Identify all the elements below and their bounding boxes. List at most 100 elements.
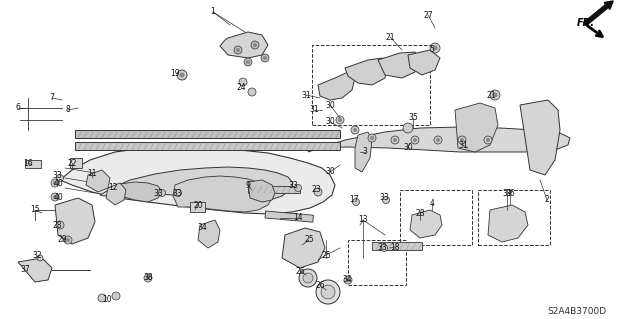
Polygon shape [100, 167, 293, 202]
Text: 17: 17 [349, 196, 359, 204]
Text: 26: 26 [295, 266, 305, 276]
Circle shape [368, 134, 376, 142]
Text: 10: 10 [102, 294, 112, 303]
Text: 25: 25 [321, 250, 331, 259]
Polygon shape [378, 52, 420, 78]
Bar [190, 202, 205, 212]
Circle shape [346, 278, 350, 282]
Text: 21: 21 [486, 91, 496, 100]
Text: 5: 5 [429, 46, 435, 55]
Text: 31: 31 [301, 91, 311, 100]
Text: 33: 33 [288, 181, 298, 189]
Text: 18: 18 [390, 242, 400, 251]
Circle shape [56, 221, 64, 229]
Text: 31: 31 [309, 106, 319, 115]
Circle shape [248, 88, 256, 96]
Text: 3: 3 [363, 147, 367, 157]
Text: 1: 1 [211, 8, 216, 17]
Circle shape [146, 276, 150, 280]
Circle shape [179, 72, 184, 78]
Text: 36: 36 [505, 189, 515, 197]
Circle shape [53, 195, 57, 199]
Circle shape [383, 197, 390, 204]
Text: 33: 33 [52, 170, 62, 180]
Polygon shape [60, 148, 335, 214]
Circle shape [486, 138, 490, 142]
Circle shape [244, 58, 252, 66]
Bar [75, 130, 340, 138]
Circle shape [316, 280, 340, 304]
Circle shape [493, 93, 497, 98]
Circle shape [51, 193, 59, 201]
Circle shape [303, 273, 313, 283]
Polygon shape [355, 132, 372, 172]
Polygon shape [410, 210, 442, 238]
Text: 38: 38 [143, 273, 153, 283]
Circle shape [144, 274, 152, 282]
Circle shape [460, 138, 464, 142]
Bar [265, 211, 314, 222]
Text: 33: 33 [172, 189, 182, 197]
Circle shape [353, 128, 357, 132]
FancyArrow shape [584, 1, 613, 26]
Polygon shape [520, 100, 560, 175]
Text: 11: 11 [87, 168, 97, 177]
Circle shape [403, 123, 413, 133]
Text: 29: 29 [57, 235, 67, 244]
Circle shape [98, 294, 106, 302]
Polygon shape [345, 58, 388, 85]
Polygon shape [108, 182, 162, 202]
Circle shape [234, 46, 242, 54]
Text: 40: 40 [53, 194, 63, 203]
Circle shape [433, 46, 438, 50]
Circle shape [370, 136, 374, 140]
Circle shape [294, 184, 301, 191]
Circle shape [251, 41, 259, 49]
Text: 21: 21 [385, 33, 395, 41]
Text: 28: 28 [415, 209, 425, 218]
Polygon shape [198, 220, 220, 248]
Text: 32: 32 [32, 250, 42, 259]
Circle shape [458, 136, 466, 144]
Circle shape [159, 189, 166, 197]
Text: 30: 30 [325, 100, 335, 109]
Text: 22: 22 [67, 159, 77, 167]
Circle shape [484, 136, 492, 144]
Polygon shape [318, 72, 355, 100]
Polygon shape [220, 32, 268, 58]
Circle shape [56, 174, 63, 182]
Circle shape [434, 136, 442, 144]
Polygon shape [308, 127, 570, 152]
Text: 33: 33 [379, 194, 389, 203]
Circle shape [53, 181, 57, 185]
Circle shape [51, 179, 59, 187]
Bar [478, 190, 550, 245]
Text: 33: 33 [377, 242, 387, 251]
Text: 7: 7 [49, 93, 54, 102]
Circle shape [246, 60, 250, 64]
Text: 24: 24 [236, 83, 246, 92]
Text: 13: 13 [358, 216, 368, 225]
Text: 28: 28 [52, 220, 61, 229]
Text: 4: 4 [429, 198, 435, 207]
Text: 33: 33 [153, 189, 163, 197]
Text: 40: 40 [53, 179, 63, 188]
Circle shape [338, 118, 342, 122]
Polygon shape [106, 183, 126, 205]
Text: 20: 20 [193, 201, 203, 210]
Circle shape [314, 188, 322, 196]
Text: 6: 6 [15, 103, 20, 113]
Circle shape [112, 292, 120, 300]
Polygon shape [18, 258, 52, 282]
Polygon shape [248, 180, 275, 202]
Bar [248, 186, 300, 193]
Polygon shape [282, 228, 325, 268]
Text: FR.: FR. [577, 18, 595, 28]
Circle shape [37, 255, 43, 261]
Polygon shape [86, 170, 110, 192]
Circle shape [430, 43, 440, 53]
Text: 31: 31 [458, 140, 468, 150]
Text: 8: 8 [66, 106, 70, 115]
Circle shape [239, 78, 247, 86]
Polygon shape [408, 50, 440, 75]
